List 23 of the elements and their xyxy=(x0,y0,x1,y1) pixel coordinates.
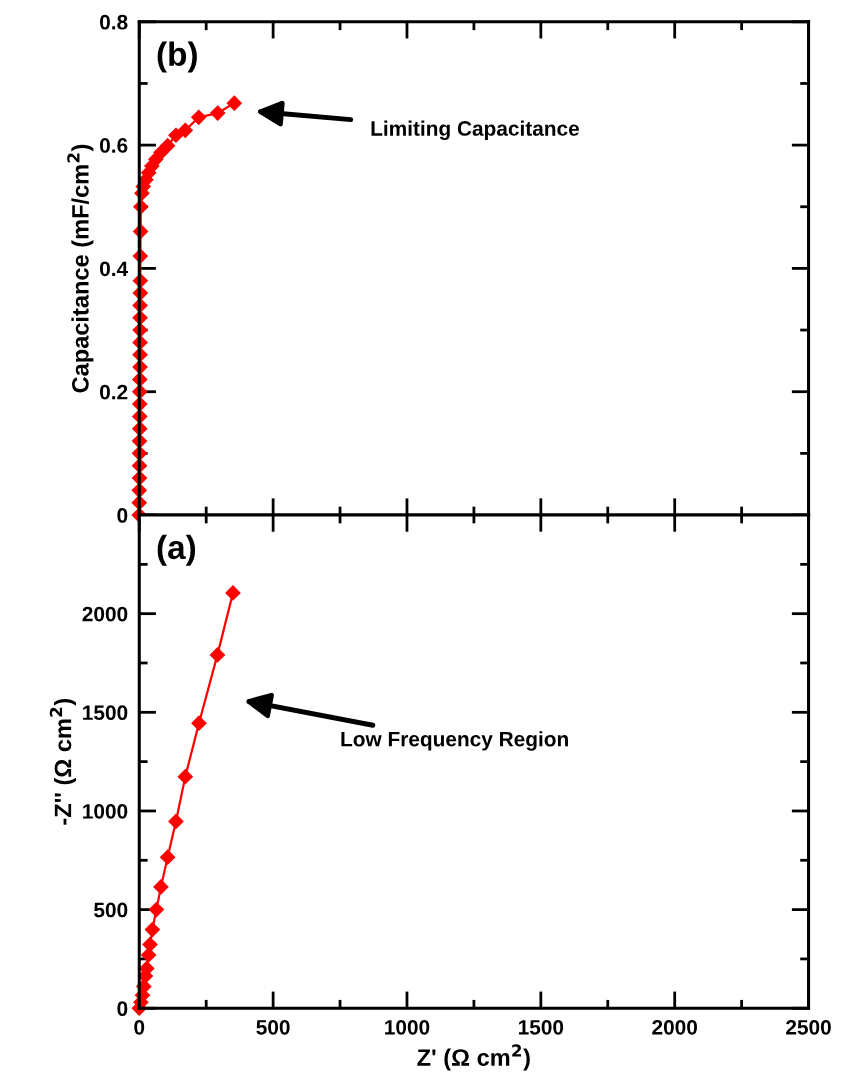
x-tick-label: 2500 xyxy=(786,1019,831,1035)
y-tick-label: 2000 xyxy=(82,606,128,622)
y-tick-label: 0.8 xyxy=(100,14,128,30)
x-tick-label: 1000 xyxy=(385,1019,430,1035)
y-axis-title: Capacitance (mF/cm$^{2}$) xyxy=(67,144,94,393)
y-tick-label: 1500 xyxy=(83,705,128,721)
annotation: (b) xyxy=(157,41,197,73)
y-tick-label: 500 xyxy=(94,902,128,918)
x-tick-label: 0 xyxy=(134,1019,145,1035)
annotation: Low Frequency Region xyxy=(341,731,568,751)
x-tick-label: 2000 xyxy=(652,1019,698,1035)
x-tick-label: 1500 xyxy=(518,1019,564,1035)
annotation: Limiting Capacitance xyxy=(371,120,579,141)
y-axis-title: -Z'' (Ω cm$^{2}$) xyxy=(49,699,77,825)
y-tick-label: 1000 xyxy=(83,803,128,819)
y-tick-label: 0.2 xyxy=(100,384,128,400)
y-tick-label: 0 xyxy=(117,1001,128,1016)
y-tick-label: 0 xyxy=(117,508,128,523)
annotation: (a) xyxy=(157,534,196,566)
x-tick-label: 500 xyxy=(256,1019,290,1035)
x-axis-title: Z' (Ω cm$^{2}$) xyxy=(417,1044,530,1071)
y-tick-label: 0.4 xyxy=(100,261,129,277)
y-tick-label: 0.6 xyxy=(100,138,128,153)
